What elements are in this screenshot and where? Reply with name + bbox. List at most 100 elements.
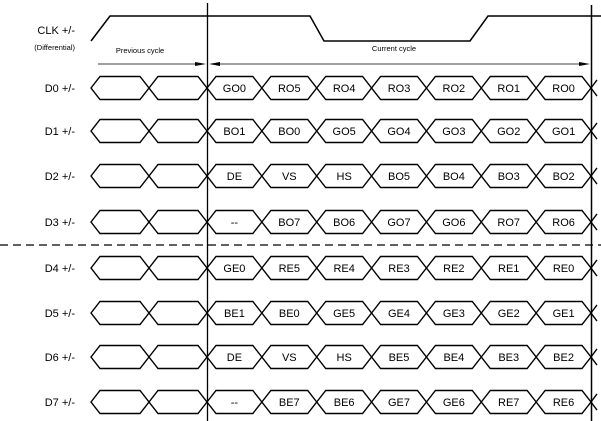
- previous-data-cell: [148, 344, 208, 370]
- data-bit-label: GO7: [387, 217, 410, 229]
- trailing-transition: [590, 167, 598, 185]
- current-cycle-arrowhead-right: [579, 62, 590, 66]
- data-bit-label: HS: [337, 352, 352, 364]
- signal-label: D0 +/-: [45, 83, 76, 95]
- data-bit-label: BO5: [388, 171, 410, 183]
- data-bit-label: RE6: [553, 397, 574, 409]
- previous-data-cell: [148, 389, 208, 415]
- previous-data-cell: [90, 118, 150, 144]
- data-bit-label: RO6: [552, 217, 575, 229]
- data-bit-label: RE2: [443, 263, 464, 275]
- data-bit-label: GE2: [498, 308, 520, 320]
- signal-label: D5 +/-: [45, 308, 76, 320]
- signal-label: D6 +/-: [45, 352, 76, 364]
- data-bit-label: RE1: [498, 263, 519, 275]
- clock-label: CLK +/-: [37, 25, 75, 37]
- previous-data-cell: [90, 300, 150, 326]
- previous-data-cell: [148, 163, 208, 189]
- data-bit-label: RO1: [497, 83, 520, 95]
- data-bit-label: DE: [227, 171, 242, 183]
- data-bit-label: BE4: [443, 352, 464, 364]
- data-bit-label: GO6: [442, 217, 465, 229]
- trailing-transition: [590, 259, 598, 277]
- signal-label: D2 +/-: [45, 171, 76, 183]
- signal-row-d4: D4 +/- GE0 RE5 RE4 RE3 RE2 RE1 RE0: [45, 255, 598, 281]
- data-bit-label: BE5: [389, 352, 410, 364]
- previous-data-cell: [90, 163, 150, 189]
- signal-row-d3: D3 +/- -- BO7 BO6 GO7 GO6 RO7 RO6: [45, 209, 598, 235]
- data-bit-label: BE7: [279, 397, 300, 409]
- trailing-transition: [590, 122, 598, 140]
- data-bit-label: GO2: [497, 126, 520, 138]
- data-bit-label: BO0: [278, 126, 300, 138]
- signal-row-d7: D7 +/- -- BE7 BE6 GE7 GE6 RE7 RE6: [45, 389, 598, 415]
- data-bit-label: BO2: [553, 171, 575, 183]
- data-bit-label: --: [231, 217, 239, 229]
- clock-sublabel: (Differential): [34, 43, 75, 52]
- data-bit-label: BO1: [223, 126, 245, 138]
- data-bit-label: RO3: [388, 83, 411, 95]
- data-bit-label: RE7: [498, 397, 519, 409]
- previous-data-cell: [90, 75, 150, 101]
- trailing-transition: [590, 304, 598, 322]
- data-bit-label: BO3: [498, 171, 520, 183]
- previous-data-cell: [148, 255, 208, 281]
- current-cycle-label: Current cycle: [372, 44, 416, 53]
- data-bit-label: GE6: [443, 397, 465, 409]
- signal-label: D3 +/-: [45, 217, 76, 229]
- data-bit-label: DE: [227, 352, 242, 364]
- data-bit-label: RO5: [278, 83, 301, 95]
- previous-data-cell: [90, 209, 150, 235]
- data-bit-label: BO4: [443, 171, 465, 183]
- signal-label: D7 +/-: [45, 397, 76, 409]
- data-bit-label: GO3: [442, 126, 465, 138]
- data-bit-label: RO0: [552, 83, 575, 95]
- trailing-transition: [590, 348, 598, 366]
- previous-data-cell: [90, 389, 150, 415]
- data-bit-label: GE3: [443, 308, 465, 320]
- data-bit-label: BO6: [333, 217, 355, 229]
- trailing-transition: [590, 79, 598, 97]
- previous-data-cell: [90, 344, 150, 370]
- data-bit-label: BE2: [553, 352, 574, 364]
- signal-label: D1 +/-: [45, 126, 76, 138]
- data-bit-label: GE5: [333, 308, 355, 320]
- signal-label: D4 +/-: [45, 263, 76, 275]
- data-bit-label: RO2: [443, 83, 466, 95]
- data-bit-label: BO7: [278, 217, 300, 229]
- current-cycle-arrowhead-left: [209, 62, 220, 66]
- data-bit-label: BE6: [334, 397, 355, 409]
- data-bit-label: GO5: [333, 126, 356, 138]
- data-bit-label: GE4: [388, 308, 410, 320]
- previous-data-cell: [90, 255, 150, 281]
- signal-row-d2: D2 +/- DE VS HS BO5 BO4 BO3 BO2: [45, 163, 598, 189]
- data-bit-label: GO4: [387, 126, 410, 138]
- signal-row-d1: D1 +/- BO1 BO0 GO5 GO4 GO3 GO2 GO1: [45, 118, 598, 144]
- previous-data-cell: [148, 118, 208, 144]
- previous-data-cell: [148, 209, 208, 235]
- data-bit-label: GE0: [223, 263, 245, 275]
- data-bit-label: BE1: [224, 308, 245, 320]
- previous-cycle-label: Previous cycle: [116, 46, 164, 55]
- data-bit-label: BE0: [279, 308, 300, 320]
- data-bit-label: HS: [337, 171, 352, 183]
- data-bit-label: VS: [282, 171, 297, 183]
- data-bit-label: RO4: [333, 83, 356, 95]
- clock-waveform: [90, 15, 601, 42]
- trailing-transition: [590, 213, 598, 231]
- signal-row-d6: D6 +/- DE VS HS BE5 BE4 BE3 BE2: [45, 344, 598, 370]
- data-bit-label: RO7: [497, 217, 520, 229]
- trailing-transition: [590, 393, 598, 411]
- data-bit-label: RE4: [333, 263, 354, 275]
- data-bit-label: --: [231, 397, 239, 409]
- data-bit-label: RE0: [553, 263, 574, 275]
- data-bit-label: RE5: [279, 263, 300, 275]
- signal-row-d0: D0 +/- GO0 RO5 RO4 RO3 RO2 RO1 RO0: [45, 75, 598, 101]
- data-bit-label: GE7: [388, 397, 410, 409]
- data-bit-label: BE3: [498, 352, 519, 364]
- previous-cycle-arrowhead: [195, 62, 206, 66]
- previous-data-cell: [148, 75, 208, 101]
- previous-data-cell: [148, 300, 208, 326]
- data-bit-label: RE3: [388, 263, 409, 275]
